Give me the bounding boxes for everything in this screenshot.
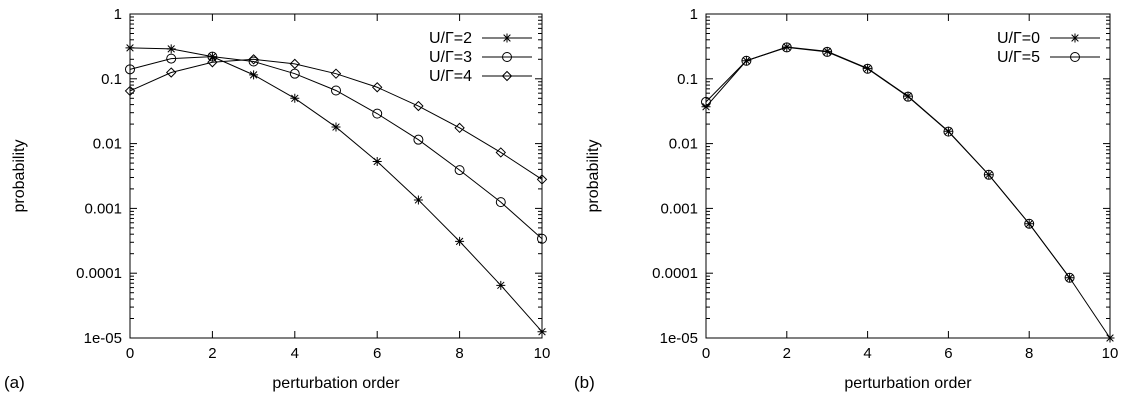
plot-frame [129,13,543,339]
x-axis-label: perturbation order [844,375,972,392]
data-point-circle [248,56,259,67]
x-tick-label: 0 [126,345,134,362]
data-point-diamond [454,122,465,134]
y-tick-label: 0.001 [660,200,698,217]
y-axis-label: probability [585,140,602,213]
data-point-star [413,195,423,205]
x-tick-label: 10 [534,345,551,362]
data-point-star [455,236,465,246]
plot-frame [705,13,1111,339]
x-tick-label: 8 [1025,345,1033,362]
y-tick-label: 1e-05 [660,330,698,347]
data-point-diamond [495,147,507,158]
data-point-circle [943,126,954,137]
data-point-star [331,122,341,132]
data-point-circle [289,68,300,79]
data-point-star [537,327,547,337]
legend-marker-circle [502,52,512,62]
x-tick-label: 8 [455,345,463,362]
data-point-circle [372,108,383,119]
data-point-diamond [165,67,177,78]
data-point-diamond [371,82,383,93]
data-point-circle [454,165,465,176]
data-point-star [249,70,259,80]
y-tick-label: 0.01 [669,136,698,153]
data-point-circle [1064,272,1075,283]
x-tick-label: 0 [702,345,710,362]
data-point-circle [207,51,218,62]
data-point-circle [983,169,994,180]
y-tick-label: 1e-05 [84,330,122,347]
data-point-diamond [536,174,548,185]
x-tick-label: 6 [944,345,952,362]
y-tick-label: 0.001 [84,200,122,217]
data-point-circle [413,134,424,145]
data-point-circle [537,233,547,244]
data-point-circle [862,63,873,74]
data-point-circle [741,55,752,66]
legend-marker-circle [1070,52,1080,62]
series-line [705,46,1111,339]
series-line [705,46,1071,279]
legend-label: U/Γ=5 [997,49,1040,66]
data-point-diamond [289,58,301,70]
y-tick-label: 0.1 [677,71,698,88]
series-line [129,56,543,240]
data-point-star [496,280,506,290]
y-tick-label: 1 [114,6,122,23]
data-point-circle [495,197,506,208]
data-point-star [822,46,832,56]
data-point-circle [1024,218,1035,229]
x-axis-label: perturbation order [272,375,400,392]
series-line [129,58,543,180]
data-point-star [166,44,176,54]
legend-label: U/Γ=4 [429,68,472,85]
panel-label: (a) [4,373,25,392]
legend-label: U/Γ=3 [429,49,472,66]
legend-marker-star [1070,33,1080,43]
data-point-diamond [413,100,424,112]
y-tick-label: 1 [690,6,698,23]
data-point-circle [331,85,341,96]
data-point-diamond [248,54,259,65]
legend-marker-star [502,33,512,43]
data-point-diamond [207,57,218,68]
x-tick-label: 6 [373,345,381,362]
legend-label: U/Γ=2 [429,30,472,47]
data-point-diamond [330,68,342,79]
data-point-star [1065,273,1075,283]
y-tick-label: 0.1 [101,71,122,88]
data-point-star [125,43,135,53]
y-axis-label: probability [11,140,28,213]
data-point-circle [781,42,792,53]
data-point-circle [166,53,177,64]
x-tick-label: 4 [863,345,871,362]
x-tick-label: 2 [208,345,216,362]
data-point-star [1105,333,1115,343]
data-point-circle [903,91,913,102]
y-tick-label: 0.01 [93,136,122,153]
data-point-star [372,156,382,166]
y-tick-label: 0.0001 [76,265,122,282]
data-point-diamond [124,85,136,97]
panel-label: (b) [574,373,595,392]
x-tick-label: 2 [783,345,791,362]
data-point-circle [125,64,135,75]
x-tick-label: 10 [1102,345,1119,362]
data-point-circle [701,96,711,107]
legend-label: U/Γ=0 [997,30,1040,47]
data-point-circle [822,46,833,57]
y-tick-label: 0.0001 [652,265,698,282]
x-tick-label: 4 [291,345,299,362]
legend-marker-diamond [501,70,513,82]
data-point-star [290,93,300,103]
